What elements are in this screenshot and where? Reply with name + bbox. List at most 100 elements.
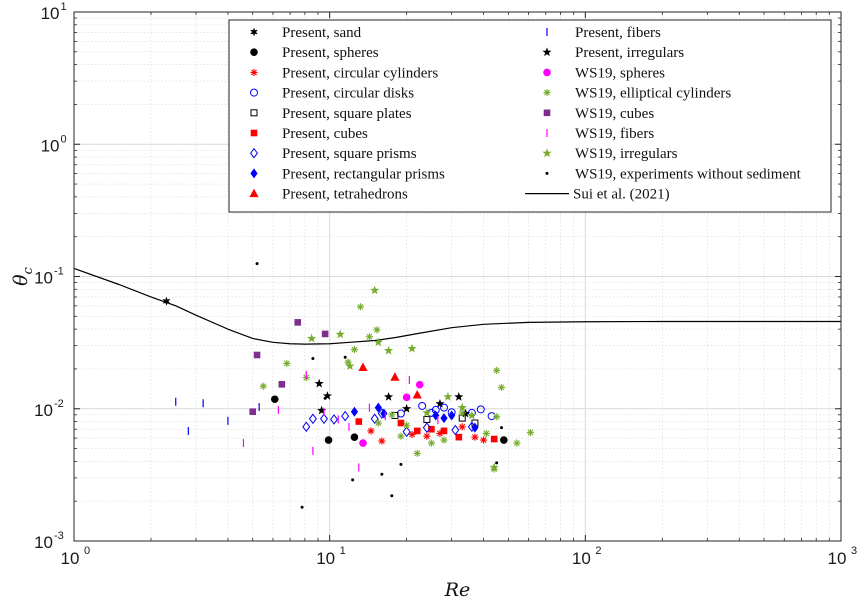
point-6-8 [422,422,431,433]
point-12-13 [427,439,436,447]
point-6-0 [302,421,311,433]
point-1-0 [270,395,279,404]
point-6-4 [341,410,350,422]
point-15-6 [407,343,417,353]
point-12-8 [374,419,382,427]
y-tick-exponent-0: -3 [54,530,64,542]
legend: Present, sand Present, spheres Present, ci… [228,19,832,213]
y-tick-exponent-4: 1 [61,1,67,13]
point-8-0 [358,362,368,372]
legend-entry-1-1: Present, irregulars [542,45,684,61]
legend-entry-1-0: Present, fibers [546,25,661,41]
legend-label-0-0: Present, sand [282,25,362,41]
y-axis-label: θc [10,266,36,285]
point-12-0 [259,382,267,390]
series-16 [255,262,503,509]
point-12-18 [493,413,501,421]
point-10-4 [402,403,412,413]
point-15-11 [489,462,499,472]
point-2-1 [367,427,375,435]
point-11-0 [359,439,367,447]
point-15-0 [307,333,317,343]
y-tick-exponent-1: -2 [54,398,64,410]
point-7-3 [432,410,440,421]
marker-layer [162,262,535,509]
point-16-3 [323,396,327,400]
point-6-5 [370,413,379,425]
series-14 [242,370,439,472]
point-16-0 [255,262,259,266]
curve-0 [73,267,841,345]
point-5-6 [490,435,498,443]
point-12-14 [440,436,448,444]
x-tick-label-2: 10 [572,549,591,568]
legend-box [228,19,832,213]
point-12-5 [356,303,365,311]
point-0-0 [162,296,171,306]
series-3 [396,401,496,421]
point-11-1 [402,393,411,402]
legend-entry-1-2: WS19, spheres [543,65,665,81]
legend-swatch-1-4 [543,109,551,117]
legend-label-0-4: Present, square plates [282,106,412,122]
legend-swatch-1-3 [543,89,551,97]
legend-swatch-1-2 [543,68,551,77]
point-10-6 [454,392,464,401]
legend-entry-1-7: WS19, experiments without sediment [545,166,802,182]
legend-entry-0-0: Present, sand [250,25,362,41]
point-15-4 [373,337,383,347]
legend-label-0-5: Present, cubes [282,126,368,142]
legend-label-0-7: Present, rectangular prisms [282,166,445,182]
point-10-0 [314,378,324,388]
point-13-4 [321,330,329,338]
point-3-0 [418,401,427,410]
x-tick-exponent-0: 0 [84,545,90,557]
x-tick-exponent-2: 2 [595,545,601,557]
point-12-9 [388,411,396,419]
point-15-5 [384,345,394,355]
series-5 [355,418,498,443]
legend-swatch-0-0 [250,27,258,37]
point-2-7 [471,433,479,441]
point-15-8 [443,392,453,401]
series-13 [249,319,329,415]
tick-marks [73,11,842,542]
series-1 [270,395,508,444]
point-8-2 [412,390,422,399]
y-tick-exponent-2: -1 [54,266,64,278]
legend-label-1-7: WS19, experiments without sediment [575,166,802,182]
legend-label-0-8: Present, tetrahedrons [282,187,408,203]
point-12-6 [365,333,373,341]
point-16-10 [499,426,503,430]
point-16-9 [495,461,499,465]
point-6-9 [451,424,460,436]
point-12-12 [413,449,421,457]
point-16-6 [380,472,384,476]
y-axis-label-subscript: c [21,266,36,274]
point-12-16 [482,429,490,438]
point-15-1 [335,329,345,339]
legend-swatch-1-1 [542,47,552,57]
y-tick-label-3: 10 [41,136,60,155]
point-6-7 [402,426,411,438]
legend-label-0-1: Present, spheres [282,45,379,61]
point-3-3 [439,403,448,412]
point-7-5 [448,410,456,421]
point-2-8 [479,436,488,444]
legend-label-1-0: Present, fibers [575,25,661,41]
legend-label-1-6: WS19, irregulars [575,146,678,162]
series-7 [350,402,479,433]
point-3-6 [476,405,485,414]
point-6-1 [308,413,317,425]
point-6-2 [319,413,328,425]
point-15-9 [457,402,467,412]
point-12-10 [397,432,405,440]
point-5-1 [397,419,405,427]
legend-label-1-1: Present, irregulars [575,45,684,61]
legend-label-1-5: WS19, fibers [575,126,654,142]
point-11-2 [415,380,424,389]
point-8-1 [390,372,400,381]
legend-swatch-0-6 [249,147,259,159]
point-10-1 [317,405,327,415]
point-15-10 [467,410,477,420]
